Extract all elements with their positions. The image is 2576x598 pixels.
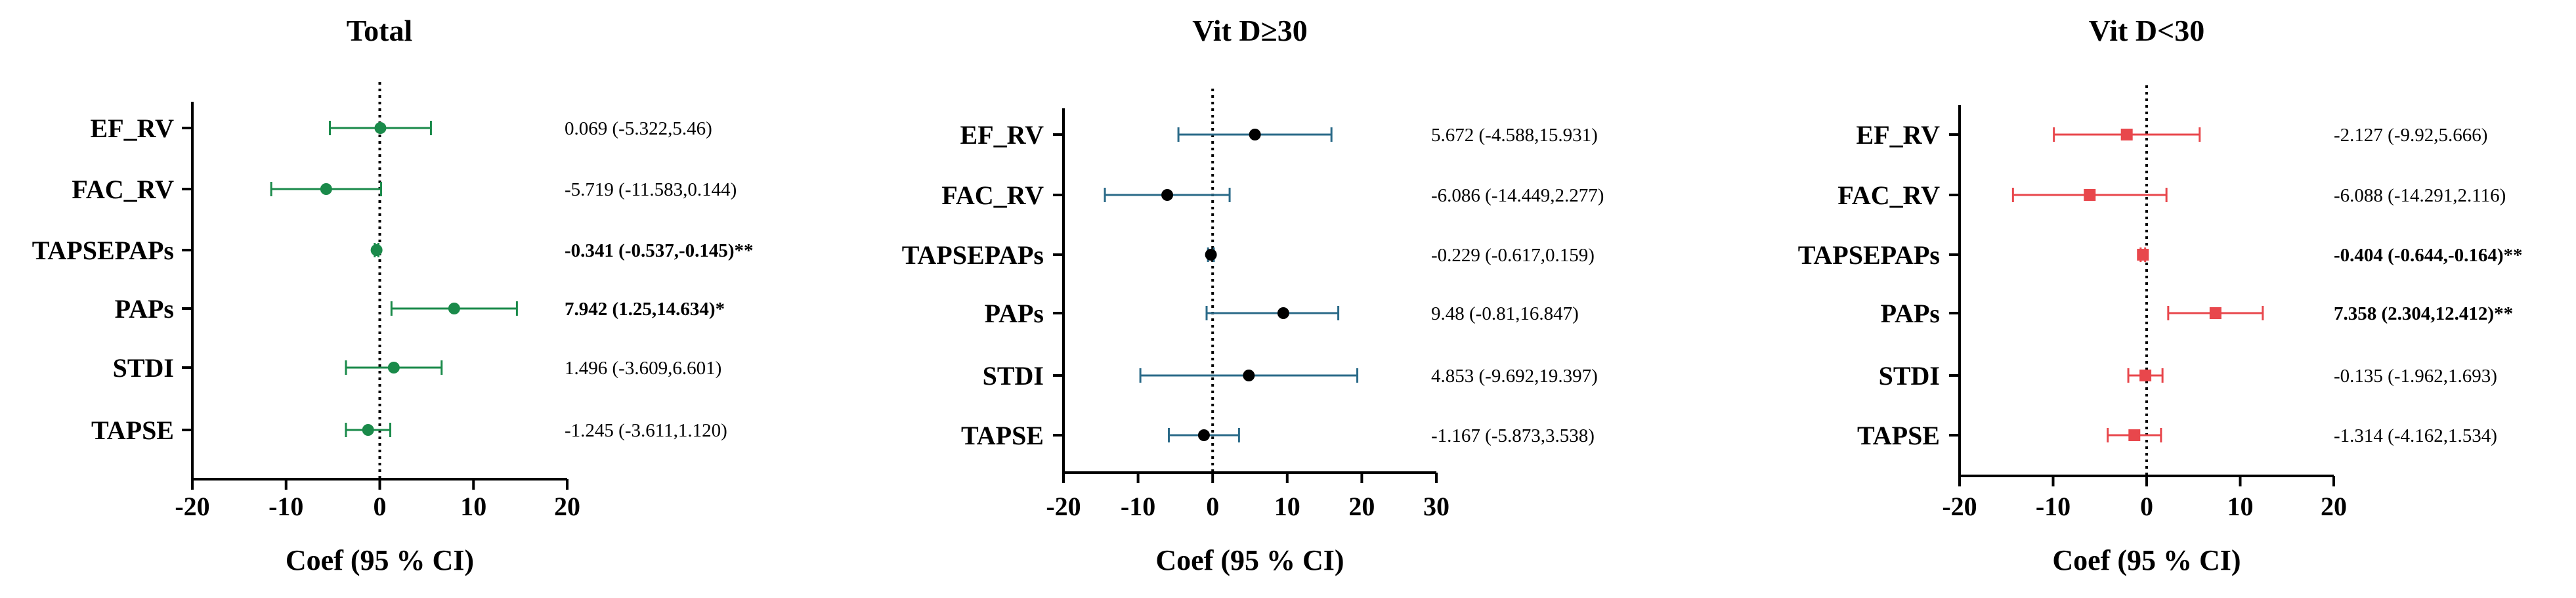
point-estimate (1243, 370, 1255, 381)
x-tick-label: 30 (1423, 492, 1449, 521)
row-label: FAC_RV (941, 181, 1044, 210)
panel-title: Vit D≥30 (1192, 14, 1308, 47)
row-label: STDI (113, 353, 174, 383)
estimate-annotation: -1.314 (-4.162,1.534) (2334, 425, 2497, 446)
estimate-annotation: -0.404 (-0.644,-0.164)** (2334, 245, 2523, 266)
point-estimate (1249, 129, 1261, 140)
point-estimate (374, 122, 387, 134)
point-estimate (362, 424, 374, 436)
point-estimate (2084, 189, 2096, 201)
x-tick-label: 10 (2227, 492, 2254, 521)
point-estimate (1277, 307, 1289, 319)
estimate-annotation: 0.069 (-5.322,5.46) (565, 118, 712, 139)
x-tick-label: 10 (1274, 492, 1300, 521)
estimate-annotation: 4.853 (-9.692,19.397) (1431, 366, 1598, 387)
row-tapse: TAPSE -1.245 (-3.611,1.120) (91, 416, 727, 445)
point-estimate (1197, 429, 1210, 441)
estimate-annotation: 7.942 (1.25,14.634)* (565, 299, 725, 320)
panel-title: Total (347, 14, 413, 47)
x-axis-label: Coef (95 % CI) (1155, 544, 1344, 576)
estimate-annotation: -5.719 (-11.583,0.144) (565, 179, 737, 200)
row-paps: PAPs 9.48 (-0.81,16.847) (985, 299, 1579, 328)
row-fac_rv: FAC_RV -6.088 (-14.291,2.116) (1837, 181, 2506, 210)
point-estimate (448, 303, 460, 314)
x-tick-label: 0 (374, 492, 387, 521)
point-estimate (2139, 370, 2152, 381)
row-fac_rv: FAC_RV -5.719 (-11.583,0.144) (72, 175, 737, 204)
estimate-annotation: -0.341 (-0.537,-0.145)** (565, 240, 754, 261)
forest-panel-1: Total -20 -10 0 10 20 EF_RV 0.069 (-5.322,5.46)… (32, 14, 754, 576)
row-label: TAPSE (91, 416, 174, 445)
row-label: PAPs (115, 294, 174, 324)
row-label: EF_RV (91, 114, 175, 143)
row-label: PAPs (1881, 299, 1940, 328)
row-label: PAPs (985, 299, 1044, 328)
row-label: STDI (1879, 361, 1940, 391)
row-label: FAC_RV (1837, 181, 1940, 210)
row-tapse: TAPSE -1.167 (-5.873,3.538) (961, 421, 1595, 450)
x-tick-label: -20 (1942, 492, 1977, 521)
forest-panel-3: Vit D<30 -20 -10 0 10 20 EF_RV -2.127 (-9.92,5.… (1798, 14, 2523, 576)
row-tapsepaps: TAPSEPAPs -0.404 (-0.644,-0.164)** (1798, 240, 2523, 270)
x-tick-label: -20 (1046, 492, 1081, 521)
estimate-annotation: -1.167 (-5.873,3.538) (1431, 425, 1595, 446)
x-tick-label: -20 (175, 492, 209, 521)
estimate-annotation: 7.358 (2.304,12.412)** (2334, 303, 2513, 324)
row-stdi: STDI 1.496 (-3.609,6.601) (113, 353, 722, 383)
point-estimate (320, 183, 332, 195)
x-tick-label: -10 (268, 492, 303, 521)
row-ef_rv: EF_RV -2.127 (-9.92,5.666) (1857, 120, 2488, 150)
point-estimate (1161, 189, 1174, 201)
x-tick-label: 20 (1348, 492, 1375, 521)
row-stdi: STDI -0.135 (-1.962,1.693) (1879, 361, 2497, 391)
row-label: TAPSE (961, 421, 1044, 450)
row-paps: PAPs 7.358 (2.304,12.412)** (1881, 299, 2513, 328)
x-tick-label: 10 (460, 492, 486, 521)
x-axis-label: Coef (95 % CI) (286, 544, 474, 576)
x-tick-label: -10 (1121, 492, 1155, 521)
row-ef_rv: EF_RV 0.069 (-5.322,5.46) (91, 114, 712, 143)
row-label: TAPSE (1857, 421, 1940, 450)
x-tick-label: -10 (2036, 492, 2071, 521)
row-label: TAPSEPAPs (902, 240, 1044, 270)
point-estimate (1205, 249, 1217, 261)
row-ef_rv: EF_RV 5.672 (-4.588,15.931) (960, 120, 1598, 150)
estimate-annotation: -0.135 (-1.962,1.693) (2334, 366, 2497, 387)
point-estimate (387, 362, 400, 374)
estimate-annotation: -0.229 (-0.617,0.159) (1431, 245, 1595, 266)
row-tapsepaps: TAPSEPAPs -0.341 (-0.537,-0.145)** (32, 236, 754, 265)
row-label: FAC_RV (72, 175, 174, 204)
row-tapse: TAPSE -1.314 (-4.162,1.534) (1857, 421, 2497, 450)
panel-title: Vit D<30 (2089, 14, 2205, 47)
x-tick-label: 0 (1206, 492, 1219, 521)
row-fac_rv: FAC_RV -6.086 (-14.449,2.277) (941, 181, 1604, 210)
point-estimate (2209, 307, 2222, 319)
estimate-annotation: -1.245 (-3.611,1.120) (565, 420, 727, 441)
forest-panel-2: Vit D≥30 -20 -10 0 10 20 30 EF_RV 5.672 (-4.588,… (902, 14, 1604, 576)
estimate-annotation: 5.672 (-4.588,15.931) (1431, 125, 1598, 146)
x-tick-label: 20 (554, 492, 580, 521)
estimate-annotation: 9.48 (-0.81,16.847) (1431, 303, 1579, 324)
x-axis-label: Coef (95 % CI) (2052, 544, 2241, 576)
point-estimate (2137, 249, 2149, 261)
estimate-annotation: 1.496 (-3.609,6.601) (565, 358, 721, 379)
estimate-annotation: -6.086 (-14.449,2.277) (1431, 185, 1604, 206)
row-stdi: STDI 4.853 (-9.692,19.397) (983, 361, 1598, 391)
row-label: TAPSEPAPs (32, 236, 174, 265)
row-label: STDI (983, 361, 1044, 391)
row-label: EF_RV (960, 120, 1044, 150)
row-label: EF_RV (1857, 120, 1941, 150)
estimate-annotation: -2.127 (-9.92,5.666) (2334, 125, 2487, 146)
x-tick-label: 0 (2140, 492, 2153, 521)
estimate-annotation: -6.088 (-14.291,2.116) (2334, 185, 2506, 206)
row-label: TAPSEPAPs (1798, 240, 1940, 270)
row-paps: PAPs 7.942 (1.25,14.634)* (115, 294, 725, 324)
point-estimate (2120, 129, 2133, 140)
point-estimate (2128, 429, 2141, 441)
point-estimate (370, 244, 383, 256)
x-tick-label: 20 (2321, 492, 2347, 521)
row-tapsepaps: TAPSEPAPs -0.229 (-0.617,0.159) (902, 240, 1595, 270)
